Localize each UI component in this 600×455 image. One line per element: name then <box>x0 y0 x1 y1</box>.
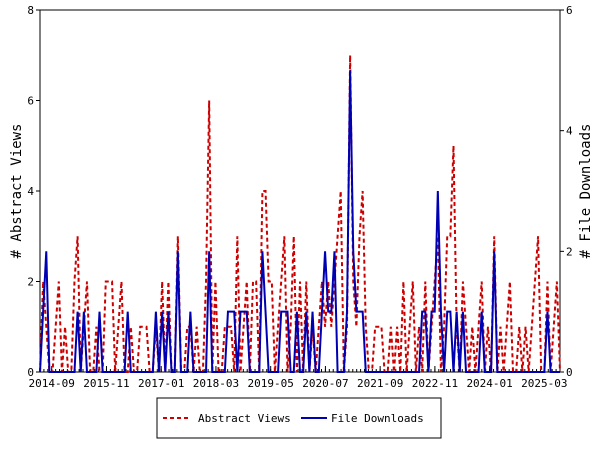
series-line-abstract-views <box>39 55 561 373</box>
right-axis-title: # File Downloads <box>578 124 594 259</box>
left-tick-label: 0 <box>27 366 34 379</box>
x-tick-label: 2021-09 <box>357 377 403 390</box>
x-tick-label: 2022-11 <box>412 377 458 390</box>
right-tick-label: 2 <box>566 245 573 258</box>
x-tick-label: 2020-07 <box>302 377 348 390</box>
legend-label-abstract-views: Abstract Views <box>198 412 291 425</box>
series-layer <box>39 55 561 373</box>
x-axis: 2014-09 2015-11 2017-01 2018-03 2019-05 2020-… <box>29 366 568 390</box>
left-tick-label: 4 <box>27 185 34 198</box>
legend: Abstract Views File Downloads <box>156 397 442 439</box>
legend-label-file-downloads: File Downloads <box>331 412 424 425</box>
left-axis: 0 2 4 6 8 <box>27 4 40 379</box>
right-axis: 0 2 4 6 <box>560 4 573 379</box>
right-tick-label: 6 <box>566 4 573 17</box>
x-tick-label: 2015-11 <box>83 377 129 390</box>
left-tick-label: 2 <box>27 276 34 289</box>
left-tick-label: 8 <box>27 4 34 17</box>
x-tick-label: 2017-01 <box>138 377 184 390</box>
right-tick-label: 4 <box>566 125 573 138</box>
legend-box <box>156 397 442 439</box>
left-axis-title: # Abstract Views <box>9 124 25 259</box>
x-tick-label: 2025-03 <box>521 377 567 390</box>
series-line-file-downloads <box>39 70 560 373</box>
right-tick-label: 0 <box>566 366 573 379</box>
plot-frame <box>39 9 561 373</box>
x-tick-label: 2024-01 <box>466 377 512 390</box>
x-tick-label: 2019-05 <box>247 377 293 390</box>
left-tick-label: 6 <box>27 95 34 108</box>
x-tick-label: 2018-03 <box>193 377 239 390</box>
x-tick-label: 2014-09 <box>29 377 75 390</box>
